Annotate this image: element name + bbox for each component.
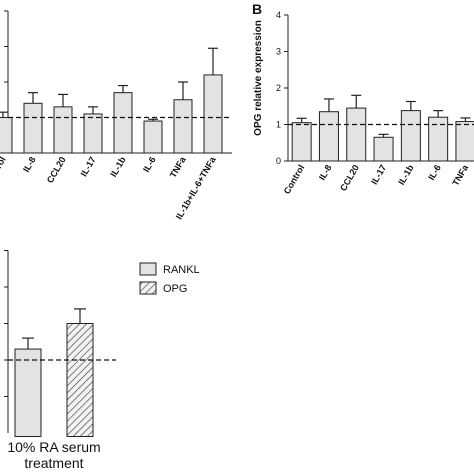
legend-label-rankl: RANKL bbox=[163, 264, 200, 276]
panel-a-x-tick-label: IL-1b bbox=[108, 155, 128, 179]
panel-c-bar-rankl bbox=[14, 348, 42, 437]
panel-b-bar bbox=[291, 122, 312, 162]
legend-swatch-rankl bbox=[139, 262, 157, 276]
panel-a-bar bbox=[173, 99, 193, 154]
panel-a-bar bbox=[23, 102, 43, 154]
panel-a-x-tick-label: IL-17 bbox=[79, 155, 98, 178]
panel-b-x-tick-label: IL-6 bbox=[426, 163, 443, 182]
panel-c-category-line2: treatment bbox=[24, 455, 83, 471]
panel-b-x-tick-label: CCL20 bbox=[338, 163, 361, 193]
panel-b-bar bbox=[346, 107, 367, 162]
panel-a-x-tick-label: CCL20 bbox=[45, 155, 68, 185]
panel-a-x-tick-label: IL-6 bbox=[141, 155, 158, 174]
legend-swatch-opg bbox=[139, 281, 157, 295]
panel-c-chart: 10% RA serum treatment bbox=[4, 250, 116, 471]
panel-b-bar bbox=[455, 121, 474, 162]
panel-b-x-tick-label: Control bbox=[282, 163, 307, 196]
panel-b-bar bbox=[318, 111, 339, 162]
panel-b-x-tick-label: IL-8 bbox=[317, 163, 334, 182]
panel-a-bar bbox=[53, 106, 73, 154]
panel-b-chart: B OPG relative expression 0 1 2 3 4 Control IL… bbox=[252, 1, 474, 196]
panel-a-chart: Control IL-8 CCL20 IL-17 IL-1b IL-6 TNFaIL-1b+… bbox=[0, 10, 232, 221]
panel-b-y-tick-label: 2 bbox=[276, 83, 281, 93]
panel-b-bar bbox=[373, 136, 394, 162]
panel-b-y-tick-label: 3 bbox=[276, 47, 281, 57]
panel-a-bar bbox=[0, 117, 13, 154]
panel-b-x-tick-label: IL-1b bbox=[396, 163, 416, 187]
panel-b-y-tick-label: 0 bbox=[276, 156, 281, 166]
panel-c-bar-opg bbox=[66, 323, 94, 437]
panel-a-bar bbox=[143, 120, 163, 154]
legend-label-opg: OPG bbox=[163, 283, 187, 295]
panel-b-y-tick-label: 4 bbox=[276, 10, 281, 20]
panel-a-x-tick-label: Control bbox=[0, 155, 8, 188]
panel-b-bar bbox=[400, 110, 421, 162]
panel-a-x-tick-label: TNFa bbox=[168, 154, 188, 179]
panel-b-bar bbox=[428, 116, 449, 162]
panel-c-category-line1: 10% RA serum bbox=[7, 439, 100, 455]
panel-b-x-tick-label: IL-17 bbox=[369, 163, 388, 186]
panel-b-x-tick-label: TNFa bbox=[450, 162, 470, 187]
legend: RANKL OPG bbox=[139, 262, 200, 295]
panel-a-bar bbox=[203, 74, 223, 154]
panel-b-y-axis-label: OPG relative expression bbox=[253, 20, 264, 136]
panel-a-bar bbox=[83, 113, 103, 154]
panel-b-y-tick-label: 1 bbox=[276, 120, 281, 130]
panel-a-x-tick-label: IL-8 bbox=[21, 155, 38, 174]
panel-a-bar bbox=[113, 92, 133, 154]
panel-b-label: B bbox=[252, 1, 262, 17]
